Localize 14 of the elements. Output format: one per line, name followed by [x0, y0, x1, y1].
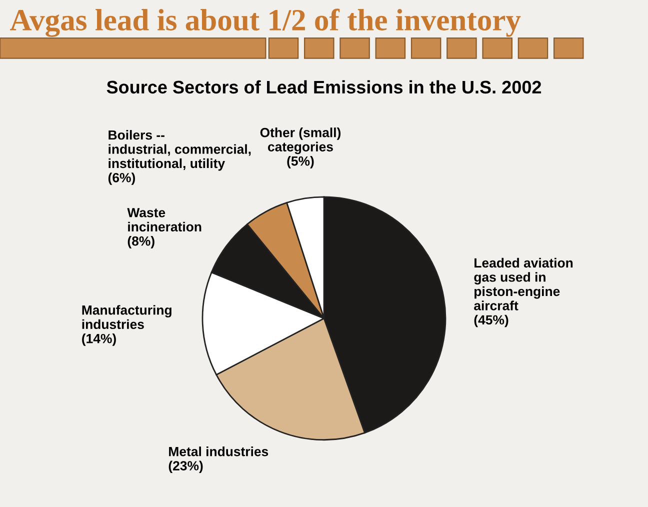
data-label: (45%) [474, 314, 508, 328]
data-label: (14%) [82, 334, 116, 346]
chart-title: Avgas lead is about 1/2 of the inventory [10, 8, 521, 37]
data-label: (5%) [287, 156, 314, 168]
slice-label: Manufacturing industries [82, 305, 172, 330]
data-label: (6%) [108, 172, 135, 185]
data-label: (8%) [128, 236, 154, 248]
chart-subtitle: Source Sectors of Lead Emissions in the U.S. 2002 [106, 80, 542, 94]
slice-label: Metal industries [169, 446, 268, 456]
data-label: (23%) [168, 460, 203, 474]
slice-label: Waste incineration [127, 208, 202, 232]
slice-label: Leaded aviation gas used in piston-engine aircraft [474, 258, 573, 310]
slice-label: Boilers -- industrial, commercial, institutional, utility [108, 130, 251, 171]
slice-label: Other (small) categories [260, 128, 341, 154]
